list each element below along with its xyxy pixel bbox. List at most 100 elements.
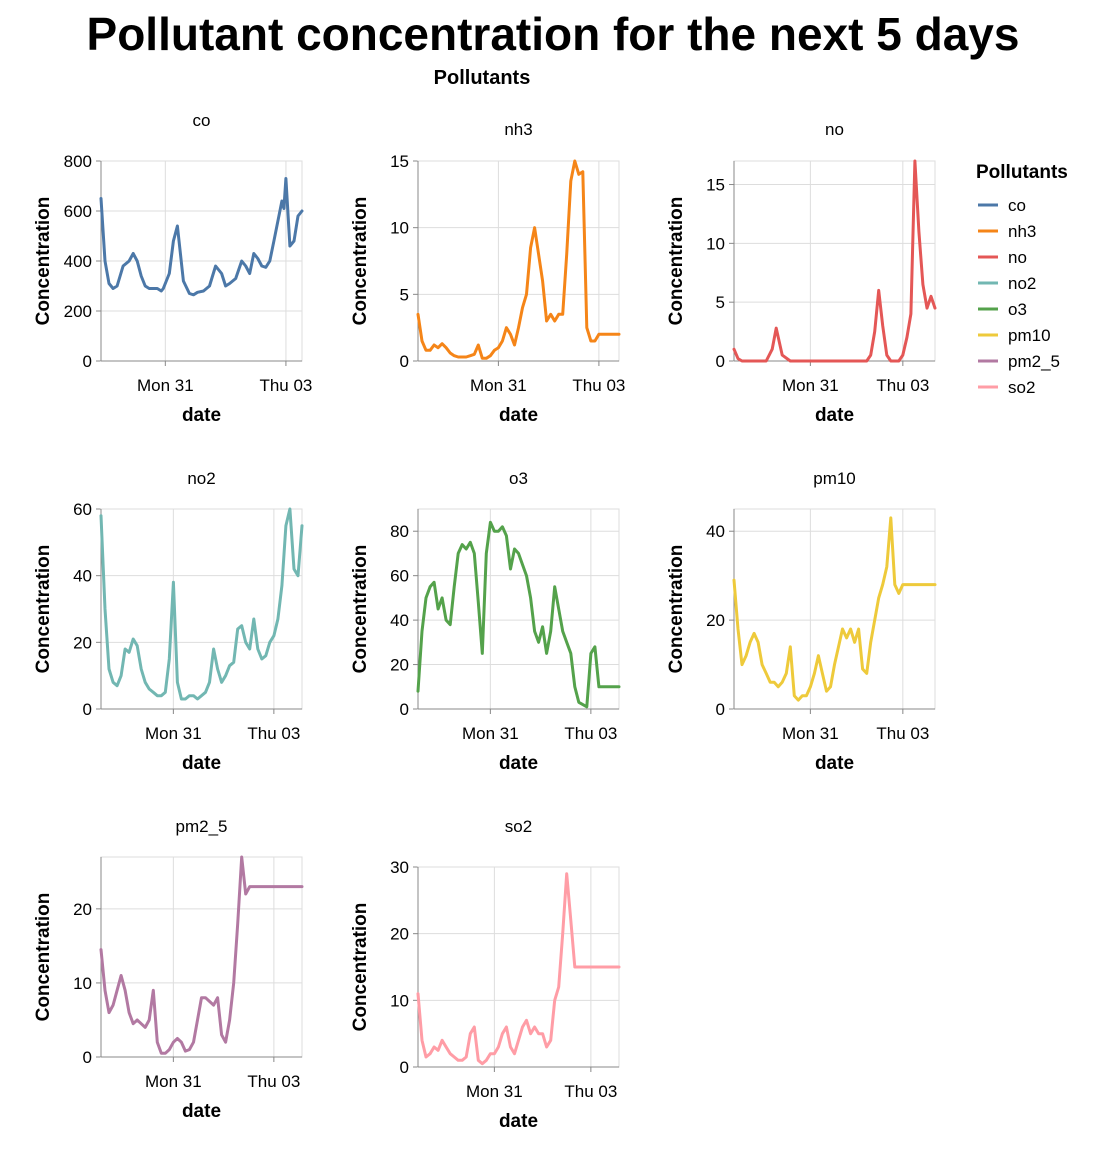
legend-label: pm2_5 — [1008, 352, 1060, 371]
y-tick-label: 5 — [400, 285, 409, 304]
series-line-co — [99, 177, 304, 297]
y-tick-label: 10 — [706, 234, 725, 253]
legend-label: co — [1008, 196, 1026, 215]
facet-panel-no2: no2 0 20 40 60 Mon 31 Thu 03 date Concentration — [33, 469, 304, 774]
x-tick-label: Mon 31 — [145, 724, 202, 743]
y-tick-label: 20 — [390, 925, 409, 944]
y-tick-label: 20 — [73, 633, 92, 652]
series-line-nh3 — [416, 159, 621, 360]
series-line-pm10 — [732, 516, 937, 702]
x-axis-title: date — [499, 753, 538, 774]
y-axis-title: Concentration — [33, 197, 54, 326]
x-axis-title: date — [499, 1111, 538, 1132]
facet-label: so2 — [505, 817, 532, 836]
legend-item-so2[interactable]: so2 — [978, 378, 1035, 397]
y-tick-label: 10 — [73, 974, 92, 993]
y-tick-label: 0 — [83, 700, 92, 719]
y-tick-label: 800 — [64, 152, 92, 171]
y-tick-label: 0 — [83, 1048, 92, 1067]
facet-header: Pollutants — [434, 67, 531, 89]
facet-label: no — [825, 120, 844, 139]
y-tick-label: 200 — [64, 302, 92, 321]
x-axis-title: date — [499, 405, 538, 426]
facet-panel-o3: o3 0 20 40 60 80 Mon 31 Thu 03 date Concentration — [350, 469, 621, 774]
x-axis-title: date — [182, 753, 221, 774]
y-tick-label: 20 — [706, 611, 725, 630]
facet-label: co — [193, 111, 211, 130]
plot-frame — [733, 160, 936, 362]
plot-frame — [733, 508, 936, 710]
y-axis-title: Concentration — [350, 545, 371, 674]
y-axis-title: Concentration — [666, 545, 687, 674]
y-tick-label: 0 — [716, 700, 725, 719]
x-axis-title: date — [815, 405, 854, 426]
x-tick-label: Mon 31 — [462, 724, 519, 743]
x-tick-label: Thu 03 — [564, 1082, 617, 1101]
y-tick-label: 20 — [73, 900, 92, 919]
series-line-o3 — [416, 520, 621, 709]
legend[interactable]: Pollutants co nh3 no no2 o3 pm10 pm2_5 so2 — [976, 162, 1068, 397]
series-line-no2 — [99, 507, 304, 701]
y-tick-label: 80 — [390, 522, 409, 541]
x-tick-label: Mon 31 — [470, 376, 527, 395]
legend-title: Pollutants — [976, 162, 1068, 183]
y-axis-title: Concentration — [33, 893, 54, 1022]
legend-item-no[interactable]: no — [978, 248, 1027, 267]
x-tick-label: Thu 03 — [247, 1072, 300, 1091]
facet-panel-co: co 0 200 400 600 800 Mon 31 Thu 03 date Concentra… — [33, 111, 312, 426]
legend-label: o3 — [1008, 300, 1027, 319]
facet-label: pm10 — [813, 469, 856, 488]
legend-item-pm2_5[interactable]: pm2_5 — [978, 352, 1060, 371]
y-tick-label: 10 — [390, 991, 409, 1010]
legend-item-no2[interactable]: no2 — [978, 274, 1036, 293]
x-tick-label: Mon 31 — [466, 1082, 523, 1101]
legend-label: no2 — [1008, 274, 1036, 293]
legend-item-pm10[interactable]: pm10 — [978, 326, 1051, 345]
x-tick-label: Thu 03 — [564, 724, 617, 743]
x-tick-label: Mon 31 — [137, 376, 194, 395]
x-tick-label: Thu 03 — [259, 376, 312, 395]
x-tick-label: Mon 31 — [782, 376, 839, 395]
legend-item-co[interactable]: co — [978, 196, 1026, 215]
x-tick-label: Thu 03 — [876, 376, 929, 395]
y-tick-label: 15 — [390, 152, 409, 171]
y-axis-title: Concentration — [350, 903, 371, 1032]
facet-panel-nh3: nh3 0 5 10 15 Mon 31 Thu 03 date Concentration — [350, 120, 625, 426]
legend-item-o3[interactable]: o3 — [978, 300, 1027, 319]
y-tick-label: 0 — [716, 352, 725, 371]
facet-panel-so2: so2 0 10 20 30 Mon 31 Thu 03 date Concentration — [350, 817, 621, 1132]
x-axis-title: date — [182, 1101, 221, 1122]
y-tick-label: 10 — [390, 219, 409, 238]
legend-label: nh3 — [1008, 222, 1036, 241]
series-line-pm2_5 — [99, 855, 304, 1055]
chart-title: Pollutant concentration for the next 5 d… — [87, 8, 1020, 60]
legend-label: so2 — [1008, 378, 1035, 397]
y-tick-label: 0 — [400, 352, 409, 371]
y-tick-label: 40 — [390, 611, 409, 630]
y-tick-label: 400 — [64, 252, 92, 271]
y-tick-label: 40 — [73, 567, 92, 586]
legend-label: no — [1008, 248, 1027, 267]
x-axis-title: date — [182, 405, 221, 426]
y-tick-label: 0 — [400, 1058, 409, 1077]
facet-label: o3 — [509, 469, 528, 488]
y-tick-label: 15 — [706, 176, 725, 195]
y-tick-label: 30 — [390, 858, 409, 877]
facet-label: no2 — [187, 469, 215, 488]
x-axis-title: date — [815, 753, 854, 774]
y-axis-title: Concentration — [350, 197, 371, 326]
y-tick-label: 20 — [390, 656, 409, 675]
y-tick-label: 0 — [400, 700, 409, 719]
y-axis-title: Concentration — [666, 197, 687, 326]
y-tick-label: 60 — [73, 500, 92, 519]
y-tick-label: 40 — [706, 522, 725, 541]
series-line-no — [732, 159, 937, 363]
series-line-so2 — [416, 872, 621, 1066]
x-tick-label: Mon 31 — [782, 724, 839, 743]
legend-item-nh3[interactable]: nh3 — [978, 222, 1036, 241]
facet-panel-pm10: pm10 0 20 40 Mon 31 Thu 03 date Concentration — [666, 469, 937, 774]
y-tick-label: 0 — [83, 352, 92, 371]
y-axis-title: Concentration — [33, 545, 54, 674]
